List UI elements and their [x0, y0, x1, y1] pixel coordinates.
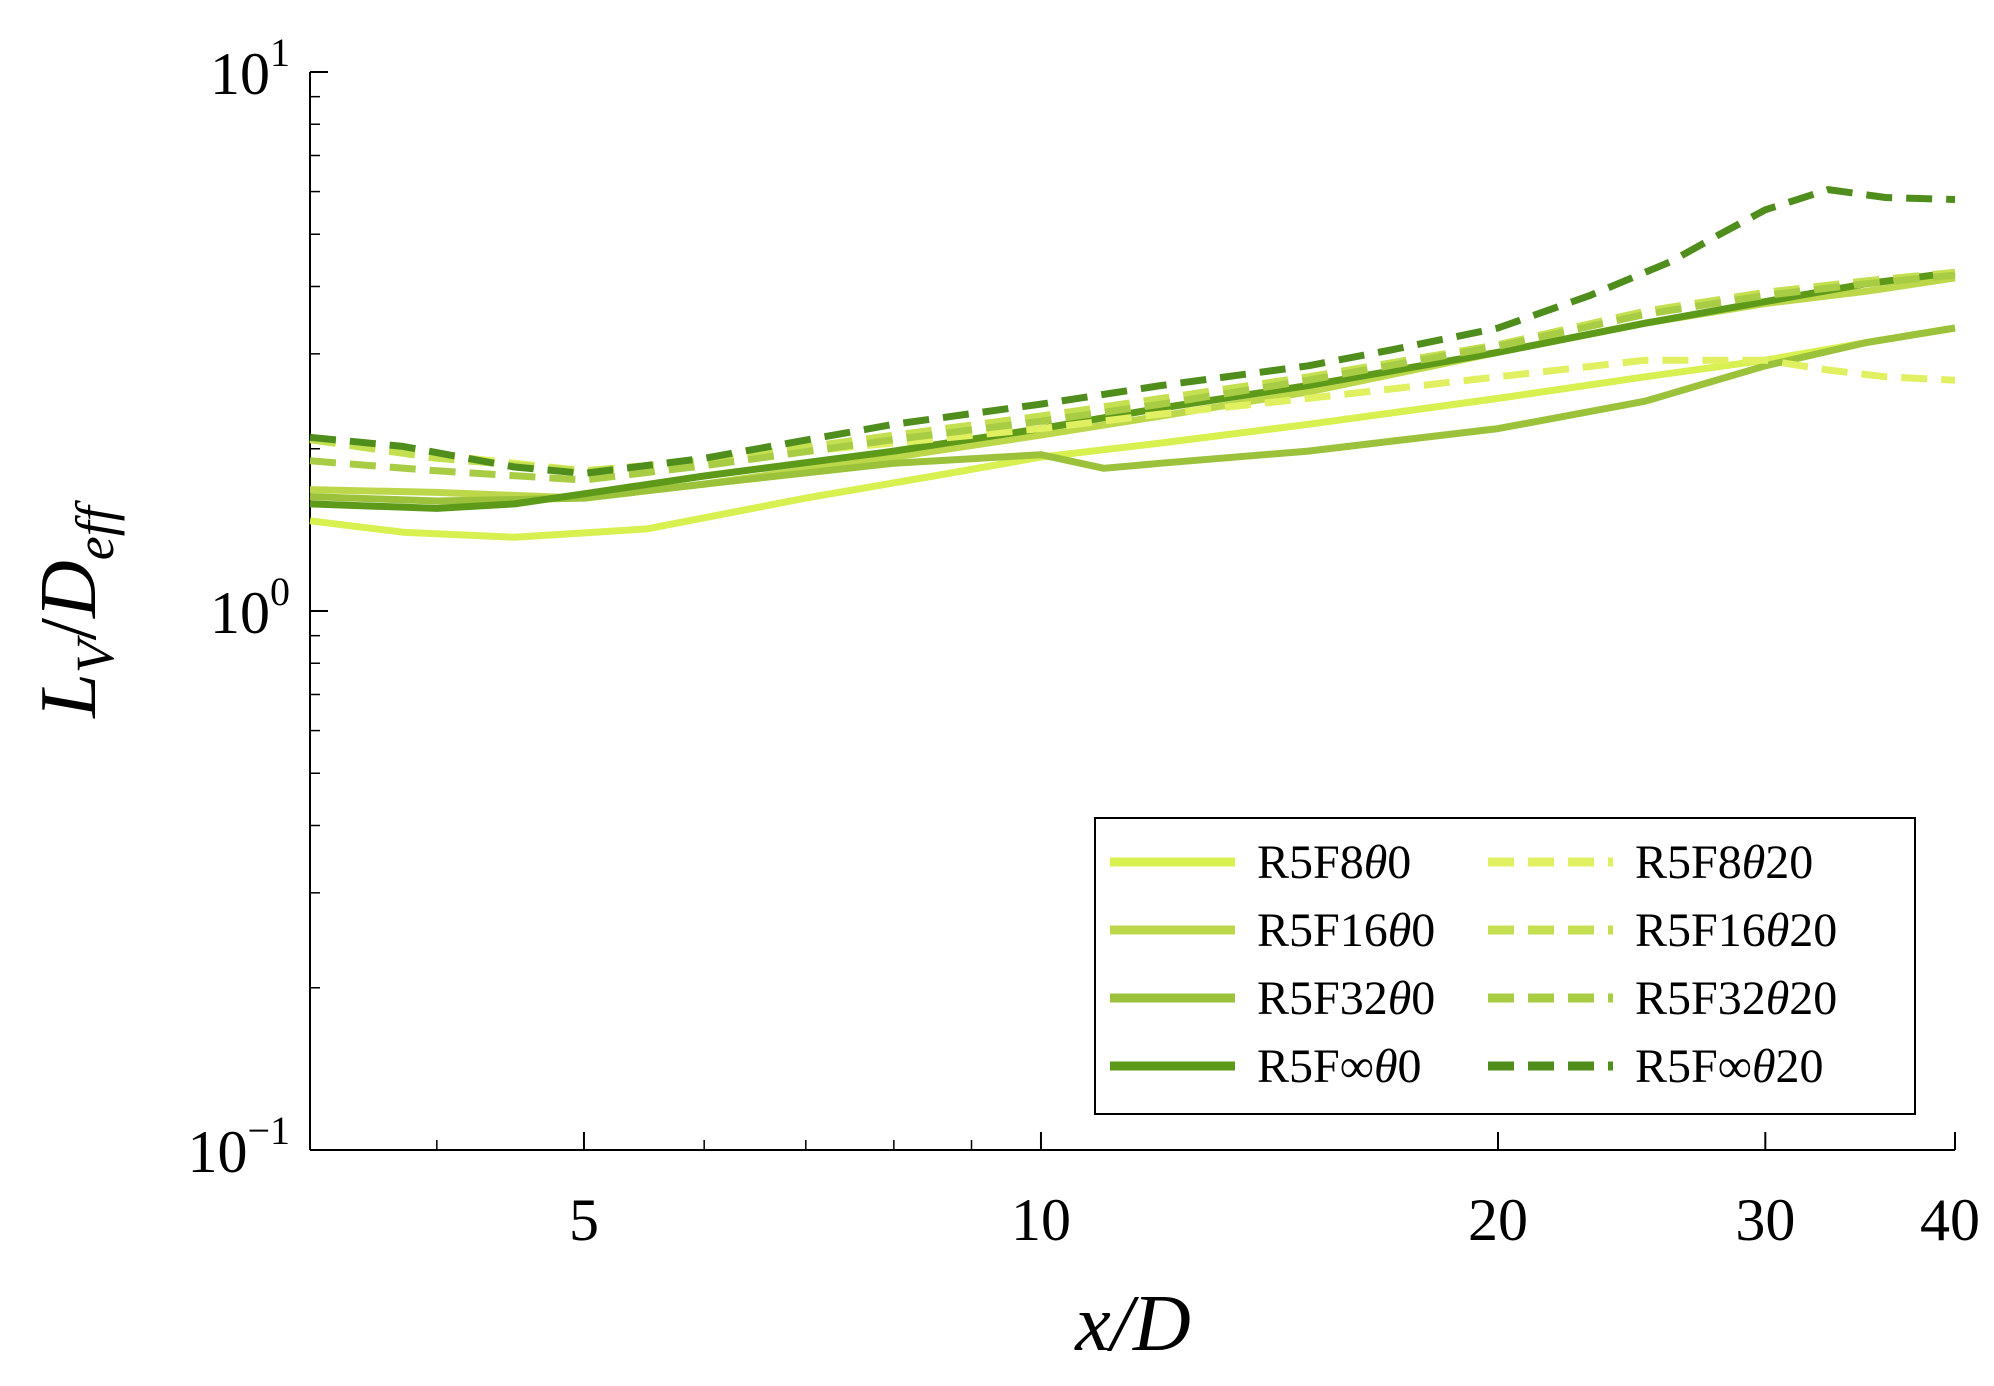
y-axis-title-L: L [25, 673, 113, 719]
y-tick-label: 101 [210, 30, 290, 107]
legend-label: R5F32θ0 [1257, 972, 1435, 1025]
x-tick-label: 10 [1011, 1187, 1071, 1253]
series-line-4 [309, 268, 1956, 512]
y-axis-title-sub-V: V [65, 634, 125, 673]
legend-label: R5F8θ20 [1635, 836, 1813, 889]
series-line-8 [309, 186, 1956, 477]
series-line-6 [309, 268, 1956, 475]
x-axis-title: x/D [1074, 1280, 1191, 1368]
x-ticks: 5 10 20 30 40 [569, 1132, 1980, 1253]
y-tick-label: 10−1 [187, 1108, 290, 1185]
y-axis-title-D: D [25, 560, 113, 619]
series-layer [309, 186, 1956, 541]
y-axis-title-slash: / [25, 617, 113, 640]
y-axis-title: LV/Deff [25, 499, 125, 718]
y-axis-title-sub-eff: eff [65, 499, 125, 560]
y-tick-label: 100 [210, 569, 290, 646]
legend-label: R5F8θ0 [1257, 836, 1411, 889]
legend-label: R5F32θ20 [1635, 972, 1837, 1025]
legend-label: R5F16θ0 [1257, 904, 1435, 957]
x-tick-label: 5 [569, 1187, 599, 1253]
legend-label: R5F∞θ0 [1257, 1040, 1422, 1093]
x-tick-label: 20 [1468, 1187, 1528, 1253]
y-ticks: 10−1 100 101 [187, 30, 328, 1185]
minor-ticks [310, 95, 973, 1150]
legend-label: R5F∞θ20 [1635, 1040, 1824, 1093]
legend-label: R5F16θ20 [1635, 904, 1837, 957]
x-tick-label: 30 [1735, 1187, 1795, 1253]
series-line-7 [309, 271, 1956, 484]
x-tick-label: 40 [1920, 1187, 1980, 1253]
legend: R5F8θ0 R5F16θ0 R5F32θ0 R5F∞θ0 R5F8θ20 R5F16θ2… [1094, 817, 1916, 1115]
series-line-3 [309, 324, 1956, 505]
